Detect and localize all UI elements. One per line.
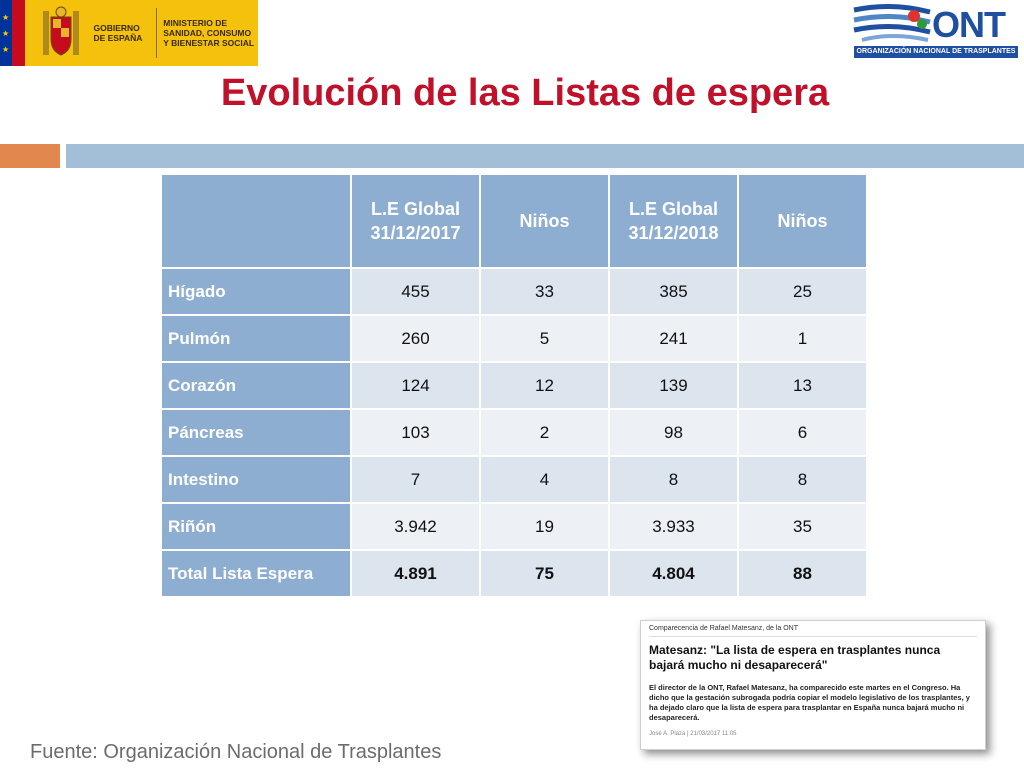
row-label: Hígado bbox=[162, 269, 350, 314]
table-header-row: L.E Global 31/12/2017 Niños L.E Global 3… bbox=[162, 175, 866, 267]
column-header: Niños bbox=[481, 175, 608, 267]
page-title: Evolución de las Listas de espera bbox=[220, 72, 830, 114]
row-label: Total Lista Espera bbox=[162, 551, 350, 596]
table-cell: 5 bbox=[481, 316, 608, 361]
accent-bar-blue bbox=[66, 144, 1024, 168]
divider bbox=[649, 636, 977, 637]
table-row: Corazón 124 12 139 13 bbox=[162, 363, 866, 408]
table-cell: 4 bbox=[481, 457, 608, 502]
row-label: Páncreas bbox=[162, 410, 350, 455]
table-row-total: Total Lista Espera 4.891 75 4.804 88 bbox=[162, 551, 866, 596]
table-cell: 25 bbox=[739, 269, 866, 314]
news-clipping: Comparecencia de Rafael Matesanz, de la … bbox=[640, 620, 986, 750]
row-label: Pulmón bbox=[162, 316, 350, 361]
ont-wordmark: ONT bbox=[932, 4, 1006, 45]
table-cell: 33 bbox=[481, 269, 608, 314]
column-header bbox=[162, 175, 350, 267]
coat-of-arms-icon bbox=[33, 3, 90, 63]
table-cell: 385 bbox=[610, 269, 737, 314]
table-row: Intestino 7 4 8 8 bbox=[162, 457, 866, 502]
table-row: Páncreas 103 2 98 6 bbox=[162, 410, 866, 455]
table-cell: 98 bbox=[610, 410, 737, 455]
table-cell: 3.933 bbox=[610, 504, 737, 549]
table-cell: 35 bbox=[739, 504, 866, 549]
news-byline: José A. Plaza | 21/03/2017 11:05 bbox=[649, 731, 737, 737]
news-headline: Matesanz: "La lista de espera en traspla… bbox=[649, 643, 941, 672]
column-header: L.E Global 31/12/2018 bbox=[610, 175, 737, 267]
waiting-list-table: L.E Global 31/12/2017 Niños L.E Global 3… bbox=[160, 173, 868, 598]
table-cell: 260 bbox=[352, 316, 479, 361]
column-header: Niños bbox=[739, 175, 866, 267]
ministry-name: Ministerio de Sanidad, Consumo y Bienest… bbox=[163, 18, 255, 48]
row-label: Riñón bbox=[162, 504, 350, 549]
table-cell: 3.942 bbox=[352, 504, 479, 549]
table-cell: 1 bbox=[739, 316, 866, 361]
gov-name: Gobierno de España bbox=[93, 23, 143, 43]
eu-flag-icon: ★ ★ ★ bbox=[0, 0, 25, 66]
table-cell: 7 bbox=[352, 457, 479, 502]
government-logo: ★ ★ ★ Gobierno de España Ministerio de S… bbox=[0, 0, 258, 66]
table-cell: 4.804 bbox=[610, 551, 737, 596]
table-cell: 19 bbox=[481, 504, 608, 549]
table-cell: 12 bbox=[481, 363, 608, 408]
table-row: Hígado 455 33 385 25 bbox=[162, 269, 866, 314]
table-cell: 8 bbox=[739, 457, 866, 502]
table-cell: 4.891 bbox=[352, 551, 479, 596]
table-cell: 241 bbox=[610, 316, 737, 361]
table-cell: 103 bbox=[352, 410, 479, 455]
table-cell: 13 bbox=[739, 363, 866, 408]
table-cell: 2 bbox=[481, 410, 608, 455]
table-cell: 455 bbox=[352, 269, 479, 314]
news-kicker: Comparecencia de Rafael Matesanz, de la … bbox=[649, 625, 799, 632]
row-label: Intestino bbox=[162, 457, 350, 502]
news-body: El director de la ONT, Rafael Matesanz, … bbox=[649, 683, 970, 722]
table-row: Pulmón 260 5 241 1 bbox=[162, 316, 866, 361]
ont-swoosh-icon bbox=[853, 3, 931, 42]
column-header: L.E Global 31/12/2017 bbox=[352, 175, 479, 267]
table-row: Riñón 3.942 19 3.933 35 bbox=[162, 504, 866, 549]
table-cell: 75 bbox=[481, 551, 608, 596]
divider bbox=[156, 8, 158, 58]
accent-bar-orange bbox=[0, 144, 60, 168]
source-caption: Fuente: Organización Nacional de Traspla… bbox=[30, 741, 442, 763]
table-cell: 139 bbox=[610, 363, 737, 408]
table-cell: 124 bbox=[352, 363, 479, 408]
row-label: Corazón bbox=[162, 363, 350, 408]
ont-subtitle: ORGANIZACIÓN NACIONAL DE TRASPLANTES bbox=[854, 46, 1018, 58]
table-cell: 88 bbox=[739, 551, 866, 596]
table-cell: 6 bbox=[739, 410, 866, 455]
table-cell: 8 bbox=[610, 457, 737, 502]
ont-logo: ONT ORGANIZACIÓN NACIONAL DE TRASPLANTES bbox=[852, 2, 1020, 60]
